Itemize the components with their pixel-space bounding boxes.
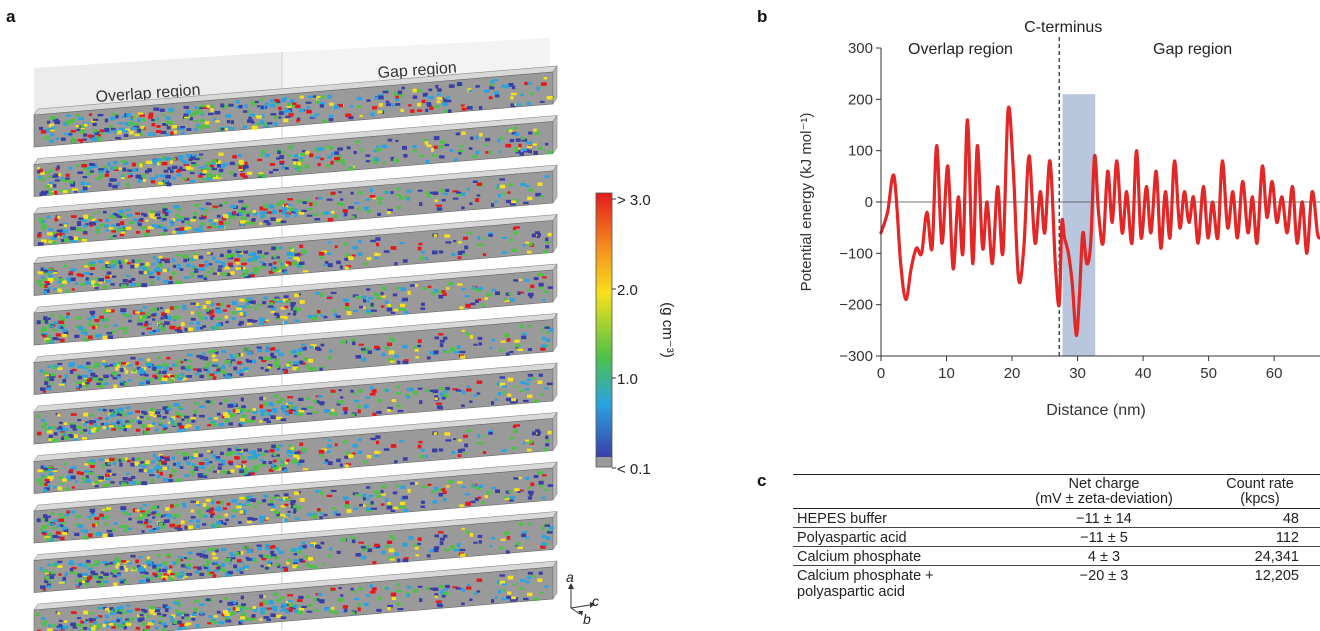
colorbar-unit-label: (g cm⁻³)	[659, 302, 676, 357]
y-tick-label: 100	[848, 143, 873, 160]
table-row: Calcium phosphate 4 ± 3 24,341	[793, 546, 1320, 566]
x-tick-label: 60	[1266, 365, 1283, 382]
table-cell-count-rate: 48	[1193, 508, 1320, 528]
table-cell-sample: HEPES buffer	[793, 508, 1015, 528]
density-speckles	[37, 175, 550, 246]
table-header-cell-empty	[793, 474, 1015, 509]
colorbar-tick-label: > 3.0	[617, 192, 651, 209]
table-cell-sample: Calcium phosphate + polyaspartic acid	[797, 568, 934, 600]
y-tick-label: −200	[839, 297, 873, 314]
table-cell-count-rate: 112	[1193, 527, 1320, 547]
colorbar-tick-label: 1.0	[617, 371, 638, 388]
x-tick-label: 30	[1069, 365, 1086, 382]
colorbar-tick-label: < 0.1	[617, 461, 651, 478]
energy-series-line	[879, 105, 1320, 338]
x-axis-ticks: 0 10 20 30 40 50 60	[877, 356, 1283, 382]
table-cell-count-rate: 24,341	[1193, 546, 1320, 566]
crystal-axes-indicator: a c b	[566, 569, 599, 627]
density-strip	[33, 362, 558, 445]
table-header-net-charge: Net charge (mV ± zeta-deviation)	[1015, 474, 1193, 509]
x-axis-label: Distance (nm)	[1046, 402, 1146, 419]
table-cell-sample: Calcium phosphate	[793, 546, 1015, 566]
density-speckles	[36, 571, 549, 631]
c-terminus-label: C-terminus	[1024, 19, 1102, 36]
density-strip	[33, 263, 558, 346]
density-strip	[33, 164, 558, 247]
density-strip	[33, 461, 558, 544]
axis-a-label: a	[566, 569, 574, 585]
table-row: HEPES buffer −11 ± 14 48	[793, 508, 1320, 528]
x-tick-label: 40	[1135, 365, 1152, 382]
colorbar-tick-label: 2.0	[617, 282, 638, 299]
density-speckles	[36, 424, 552, 493]
panel-letter-a: a	[6, 7, 16, 26]
table-cell-net-charge: −11 ± 5	[1015, 527, 1193, 547]
gap-region-annotation: Gap region	[1153, 41, 1232, 58]
overlap-region-annotation: Overlap region	[908, 41, 1013, 58]
y-axis-ticks: 300 200 100 0 −100 −200 −300	[839, 40, 881, 365]
table-cell-sample: Polyaspartic acid	[793, 527, 1015, 547]
y-tick-label: 200	[848, 91, 873, 108]
colorbar-gray-cell	[596, 457, 612, 467]
density-speckles	[36, 471, 554, 542]
table-row: Calcium phosphate + polyaspartic acid −20…	[793, 566, 1320, 600]
x-tick-label: 50	[1200, 365, 1217, 382]
axis-b-label: b	[583, 611, 591, 627]
panel-a-density-map: Overlap region Gap region > 3.0 2.0 1.0 …	[33, 38, 676, 631]
density-speckles	[39, 77, 555, 143]
density-strip	[33, 411, 558, 494]
density-speckles	[39, 324, 554, 393]
axis-c-label: c	[592, 593, 599, 609]
table-row: Polyaspartic acid −11 ± 5 112	[793, 527, 1320, 547]
table-cell-net-charge: −11 ± 14	[1015, 508, 1193, 528]
density-speckles	[37, 126, 553, 196]
density-strip	[33, 65, 558, 148]
density-strips	[33, 65, 558, 631]
x-tick-label: 10	[938, 365, 955, 382]
density-strip	[33, 312, 558, 395]
colorbar-gradient-bar	[596, 193, 612, 457]
zeta-potential-table: Net charge (mV ± zeta-deviation) Count ra…	[793, 474, 1320, 600]
panel-letter-b: b	[757, 7, 768, 26]
density-strip	[33, 213, 558, 296]
table-cell-net-charge: −20 ± 3	[1079, 568, 1129, 584]
panel-letter-c: c	[757, 471, 767, 490]
density-speckles	[36, 273, 554, 344]
table-cell-count-rate: 12,205	[1254, 568, 1299, 584]
density-speckles	[36, 373, 553, 443]
y-tick-label: −100	[839, 245, 873, 262]
y-tick-label: −300	[839, 348, 873, 365]
density-speckles	[36, 226, 552, 295]
colorbar-frame	[595, 192, 613, 468]
table-cell-net-charge: 4 ± 3	[1015, 546, 1193, 566]
density-strip	[33, 114, 558, 197]
table-header-row: Net charge (mV ± zeta-deviation) Count ra…	[793, 474, 1320, 509]
y-tick-label: 300	[848, 40, 873, 57]
x-tick-label: 0	[877, 365, 885, 382]
density-speckles	[39, 522, 554, 591]
panel-b-energy-chart: 300 200 100 0 −100 −200 −300 0 10 20 30 40 50 60 Dis…	[798, 19, 1320, 419]
x-tick-label: 20	[1004, 365, 1021, 382]
table-header-count-rate: Count rate (kpcs)	[1193, 474, 1320, 509]
y-tick-label: 0	[865, 194, 873, 211]
density-strip	[33, 560, 558, 631]
y-axis-label: Potential energy (kJ mol⁻¹)	[798, 113, 815, 292]
density-strip	[33, 510, 558, 593]
